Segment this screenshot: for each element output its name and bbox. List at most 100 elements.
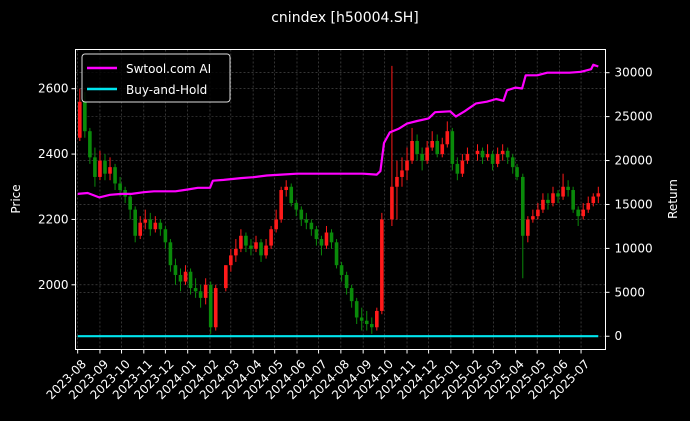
candle-body	[183, 271, 188, 282]
y-left-tick-label: 2200	[38, 212, 69, 226]
candle-body	[128, 196, 132, 210]
candle-body	[113, 167, 117, 184]
candle-body	[349, 288, 354, 302]
candle-body	[223, 265, 228, 289]
candle-body	[571, 190, 575, 210]
y-axis-right: 0 5000 10000 15000 20000 25000 30000	[605, 66, 653, 343]
candle-body	[339, 265, 344, 275]
candle-body	[148, 219, 153, 230]
candle-body	[485, 154, 490, 158]
candle-body	[455, 163, 460, 174]
candle-body	[334, 242, 339, 266]
candle-body	[536, 209, 540, 217]
candle-body	[274, 219, 278, 230]
candle-body	[581, 209, 586, 217]
candle-body	[495, 154, 500, 164]
candle-body	[289, 186, 294, 204]
candle-body	[551, 193, 555, 204]
candle-body	[520, 176, 525, 236]
y-axis-left: 2000 2200 2400 2600	[38, 82, 76, 292]
candle-body	[309, 222, 314, 230]
candle-body	[208, 284, 213, 328]
x-axis: 2023-082023-092023-102023-112023-122024-…	[44, 349, 592, 402]
candle-body	[380, 219, 384, 311]
y-right-tick-label: 30000	[615, 66, 653, 80]
candle-body	[93, 157, 97, 177]
candle-body	[173, 265, 178, 275]
candle-body	[103, 160, 107, 174]
candle-body	[88, 131, 92, 158]
candle-body	[465, 154, 470, 161]
candle-body	[556, 193, 560, 197]
candle-body	[375, 310, 379, 328]
candle-body	[505, 150, 510, 158]
candle-body	[178, 274, 183, 282]
chart-title: cnindex [h50004.SH]	[271, 10, 419, 26]
candle-body	[213, 288, 218, 328]
legend: Swtool.com AI Buy-and-Hold	[81, 53, 231, 103]
candle-body	[425, 147, 429, 161]
candle-body	[405, 160, 409, 171]
candle-body	[475, 150, 480, 155]
candle-body	[566, 186, 570, 191]
candle-body	[390, 186, 394, 220]
y-right-tick-label: 20000	[615, 154, 653, 168]
candle-body	[415, 141, 419, 155]
candle-body	[153, 222, 158, 230]
candle-body	[168, 242, 173, 266]
candle-body	[269, 229, 273, 246]
candle-body	[98, 160, 102, 177]
candle-body	[193, 288, 198, 292]
candle-body	[83, 101, 87, 132]
candle-body	[354, 301, 359, 318]
candle-body	[188, 271, 193, 289]
candle-body	[364, 320, 369, 325]
candle-body	[435, 141, 440, 155]
candle-body	[254, 242, 258, 249]
candle-body	[249, 245, 253, 249]
candle-body	[294, 203, 299, 210]
candle-body	[591, 196, 596, 204]
candle-body	[198, 291, 203, 298]
y-right-tick-label: 15000	[615, 197, 653, 211]
candle-body	[234, 248, 238, 256]
y-axis-left-label: Price	[9, 184, 23, 213]
candle-body	[359, 317, 364, 321]
candle-body	[596, 193, 601, 197]
candle-body	[133, 209, 137, 236]
candle-body	[329, 232, 334, 243]
candle-body	[279, 190, 283, 220]
candle-body	[118, 183, 122, 191]
candles	[78, 65, 601, 334]
series-lines	[77, 63, 599, 338]
legend-label-strategy: Swtool.com AI	[126, 62, 211, 76]
legend-box	[81, 53, 231, 103]
candle-body	[420, 154, 424, 161]
candle-body	[460, 160, 465, 174]
candle-body	[344, 274, 349, 289]
y-right-tick-label: 25000	[615, 110, 653, 124]
candle-body	[490, 154, 495, 164]
candle-body	[480, 150, 485, 158]
candle-body	[108, 167, 112, 174]
candle-body	[531, 216, 535, 220]
y-left-tick-label: 2600	[38, 82, 69, 96]
candle-body	[369, 324, 374, 328]
candle-body	[430, 141, 434, 148]
candle-body	[500, 150, 505, 155]
candle-body	[163, 229, 168, 243]
candle-body	[440, 144, 445, 155]
y-left-tick-label: 2400	[38, 147, 69, 161]
candle-body	[299, 209, 304, 220]
legend-label-buy-hold: Buy-and-Hold	[126, 83, 207, 97]
candle-body	[586, 203, 591, 210]
candle-body	[319, 239, 324, 246]
candle-body	[546, 199, 550, 204]
candle-body	[244, 235, 248, 246]
strategy-line	[77, 63, 599, 199]
candle-body	[259, 242, 263, 256]
candle-body	[515, 167, 519, 177]
candle-body	[143, 219, 148, 223]
candle-body	[314, 229, 319, 240]
